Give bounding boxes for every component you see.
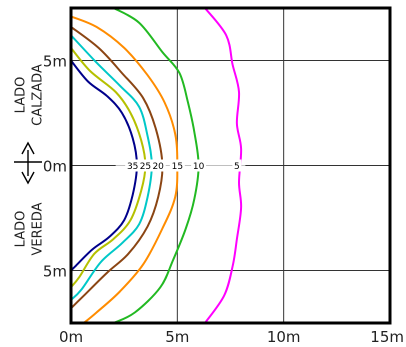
- contour-label-layer: 35 25 20 15 10 5: [115, 159, 246, 172]
- contour-label-background: [150, 159, 166, 172]
- contour-label-background: [191, 159, 207, 172]
- contour-line: [70, 59, 138, 272]
- side-label-vereda-line: VEREDA: [31, 202, 46, 255]
- contour-label-background: [169, 159, 185, 172]
- contour-label: 15: [172, 162, 183, 172]
- side-label-calzada: LADO CALZADA: [14, 64, 46, 126]
- axis-label-layer: 0m 5m 10m 15m 5m 0m 5m: [43, 53, 404, 347]
- contour-label: 5: [234, 162, 240, 172]
- side-label-calzada-line: CALZADA: [31, 64, 46, 126]
- x-tick-label: 0m: [59, 328, 83, 346]
- contour-label: 25: [140, 162, 151, 172]
- side-label-calzada-line: LADO: [14, 77, 29, 114]
- x-tick-label: 10m: [267, 328, 301, 346]
- y-tick-label: 5m: [43, 263, 67, 281]
- contour-label: 10: [193, 162, 205, 172]
- x-tick-label: 5m: [165, 328, 189, 346]
- contour-label-background: [232, 159, 242, 172]
- arrow-down-head: [21, 171, 35, 185]
- contour-line: [70, 47, 147, 288]
- side-label-vereda-line: LADO: [14, 211, 29, 248]
- x-tick-label: 15m: [370, 328, 404, 346]
- contour-line: [70, 34, 153, 301]
- y-tick-label: 0m: [43, 158, 67, 176]
- y-tick-label: 5m: [43, 53, 67, 71]
- contour-label: 35: [127, 162, 138, 172]
- contour-label-background: [125, 159, 141, 172]
- side-label-vereda: LADO VEREDA: [14, 202, 46, 255]
- contour-label: 20: [152, 162, 164, 172]
- arrow-up-head: [21, 141, 35, 155]
- contour-line: [70, 26, 164, 310]
- contour-label-background: [137, 159, 153, 172]
- plot-frame: [69, 6, 392, 325]
- double-arrow-icon: [14, 141, 42, 185]
